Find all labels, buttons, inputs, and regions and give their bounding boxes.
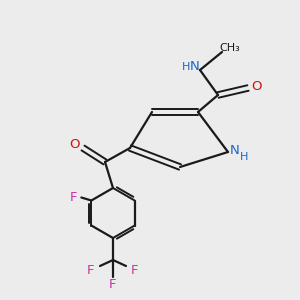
Text: CH₃: CH₃ [220,43,240,53]
Text: O: O [70,139,80,152]
Text: H: H [240,152,248,162]
Text: N: N [190,61,200,74]
Text: O: O [251,80,261,92]
Text: F: F [70,191,77,204]
Text: N: N [230,143,240,157]
Text: H: H [182,62,190,72]
Text: F: F [109,278,117,292]
Text: F: F [87,263,95,277]
Text: F: F [131,263,139,277]
